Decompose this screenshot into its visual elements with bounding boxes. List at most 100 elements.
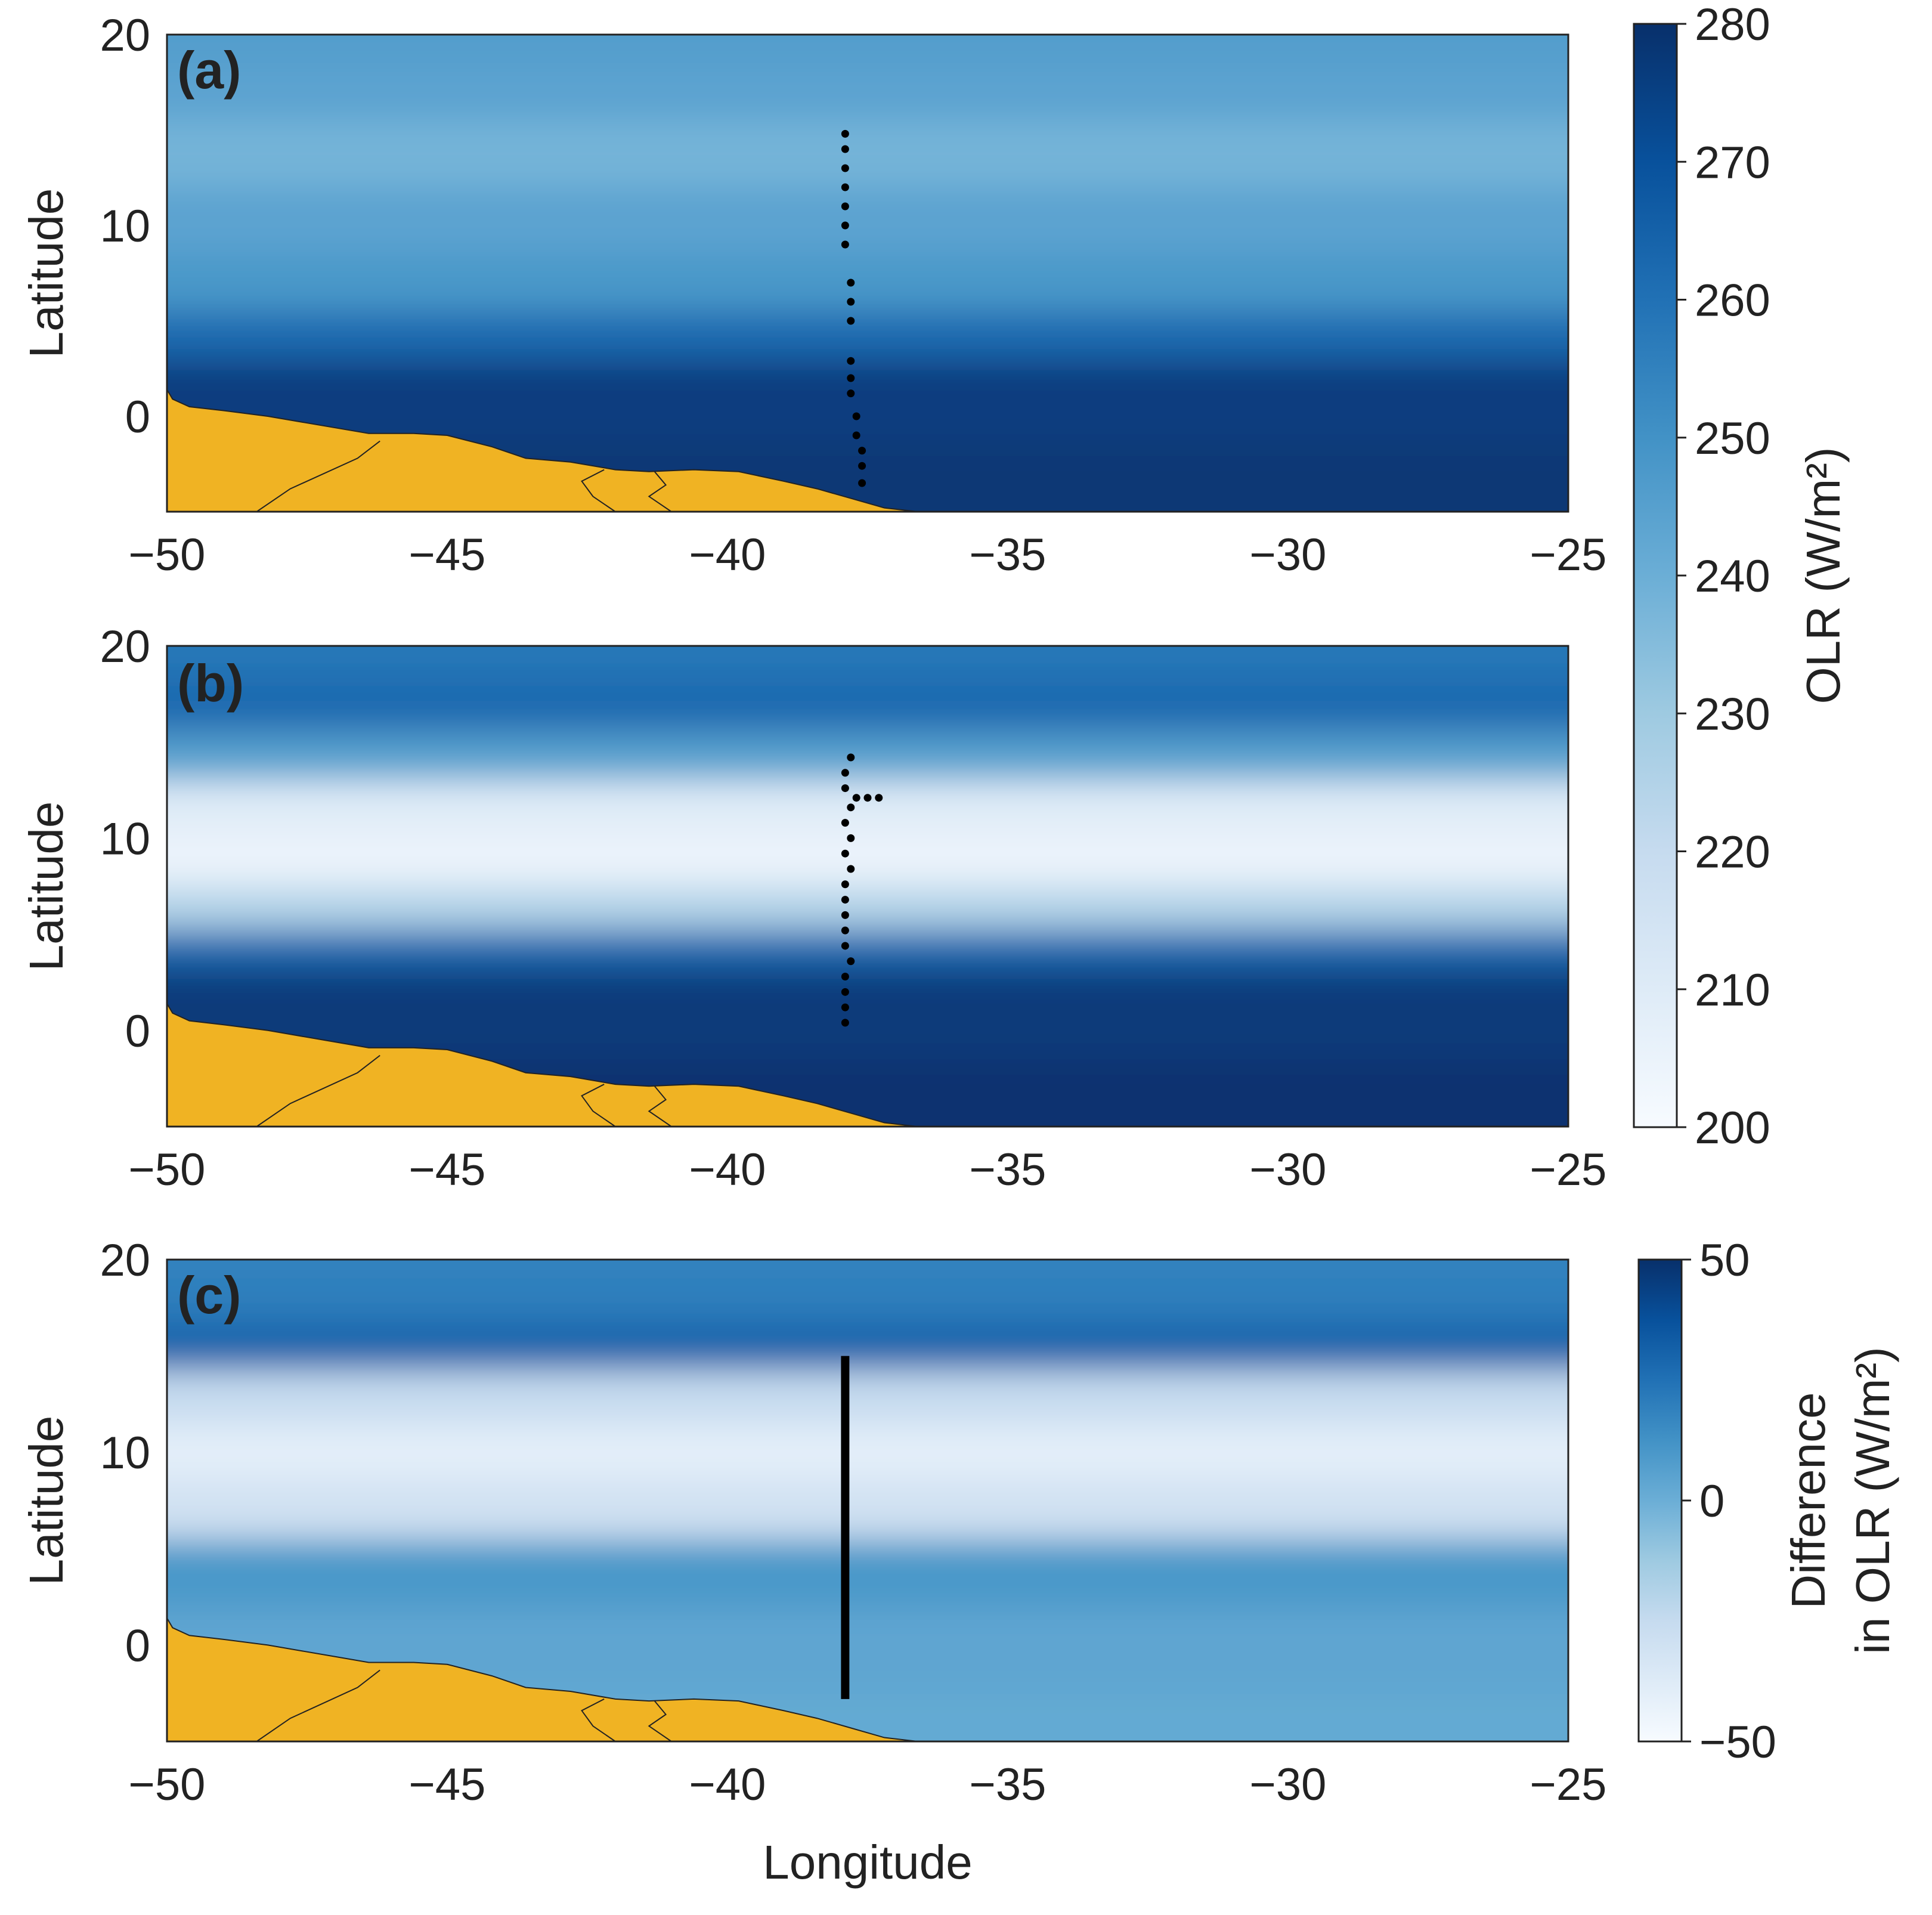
track-point	[847, 389, 855, 398]
track-point	[841, 942, 849, 950]
yticks-a: 20 10 0	[100, 10, 150, 443]
heatmap-b-bands	[167, 646, 1568, 1127]
track-point	[841, 129, 849, 138]
heatmap-band	[167, 828, 1568, 886]
colorbar-tick-label: 230	[1695, 689, 1770, 740]
heatmap-a-bands	[167, 35, 1568, 512]
colorbar-diff-bar	[1637, 1258, 1683, 1743]
heatmap-band	[167, 646, 1568, 675]
heatmap-b	[167, 646, 1568, 1127]
land-c	[167, 1617, 919, 1741]
panel-a: (a) Latitude −50 −45 −40 −35 −30 −25 20 10 0	[20, 10, 1607, 580]
y-tick-label: 20	[100, 10, 150, 61]
x-tick-label: −40	[689, 530, 766, 580]
x-tick-label: −40	[689, 1144, 766, 1195]
heatmap-band	[167, 254, 1568, 311]
heatmap-band	[167, 35, 1568, 63]
track-point	[841, 784, 849, 793]
x-tick-label: −35	[970, 530, 1046, 580]
track-point	[841, 221, 849, 230]
track-point	[841, 973, 849, 981]
colorbar-tick-label: 240	[1695, 551, 1770, 602]
border-c	[256, 1669, 672, 1741]
heatmap-band	[167, 929, 1568, 969]
track-point	[858, 479, 866, 487]
track-point	[841, 896, 849, 904]
x-tick-label: −45	[409, 1144, 486, 1195]
y-tick-label: 10	[100, 1428, 150, 1478]
track-point	[847, 834, 855, 842]
y-tick-label: 0	[125, 1006, 150, 1057]
colorbar-olr: 280 270 260 250 240 230 220 210 200 OLR (W/m²)	[1633, 0, 1850, 1153]
colorbar-tick-label: 220	[1695, 827, 1770, 878]
colorbar-diff-label-1: Difference	[1782, 1392, 1835, 1608]
x-tick-label: −50	[129, 1144, 206, 1195]
xticks-c: −50 −45 −40 −35 −30 −25	[129, 1759, 1607, 1810]
panel-c: (c) Latitude −50 −45 −40 −35 −30 −25 20 10 0 Lo…	[20, 1235, 1607, 1889]
colorbar-tick-label: 280	[1695, 0, 1770, 50]
track-point	[847, 317, 855, 325]
track-point	[847, 279, 855, 287]
y-tick-label: 0	[125, 1620, 150, 1671]
track-point	[841, 769, 849, 777]
yticks-b: 20 10 0	[100, 621, 150, 1057]
heatmap-band	[167, 1370, 1568, 1424]
colorbar-tick-label: 260	[1695, 276, 1770, 326]
colorbar-olr-ticks: 280 270 260 250 240 230 220 210 200	[1677, 0, 1770, 1153]
heatmap-band	[167, 732, 1568, 781]
colorbar-tick-label: 0	[1699, 1476, 1724, 1527]
x-tick-label: −30	[1250, 1144, 1327, 1195]
heatmap-band	[167, 63, 1568, 120]
xlabel-c: Longitude	[763, 1836, 972, 1889]
track-point	[875, 794, 883, 802]
x-tick-label: −35	[970, 1144, 1046, 1195]
ylabel-c: Latitude	[20, 1416, 73, 1586]
ylabel-b: Latitude	[20, 802, 73, 972]
x-tick-label: −35	[970, 1759, 1046, 1810]
heatmap-band	[167, 1423, 1568, 1481]
track-point	[847, 865, 855, 873]
track-point	[847, 803, 855, 812]
border-a	[256, 440, 672, 512]
colorbar-tick-label: 250	[1695, 413, 1770, 464]
track-point	[847, 753, 855, 762]
xticks-a: −50 −45 −40 −35 −30 −25	[129, 530, 1607, 580]
track-point	[841, 911, 849, 919]
track-point	[852, 431, 860, 440]
track-point	[847, 357, 855, 365]
y-tick-label: 10	[100, 201, 150, 252]
track-point	[863, 794, 872, 802]
land-b	[167, 1003, 919, 1127]
heatmap-band	[167, 1279, 1568, 1323]
track-point	[852, 794, 860, 802]
ylabel-a: Latitude	[20, 188, 73, 358]
track-point	[841, 1019, 849, 1027]
x-tick-label: −25	[1530, 1144, 1607, 1195]
colorbar-tick-label: 270	[1695, 137, 1770, 188]
colorbar-tick-label: 200	[1695, 1103, 1770, 1153]
y-tick-label: 20	[100, 1235, 150, 1286]
y-tick-label: 20	[100, 621, 150, 672]
track-point	[841, 988, 849, 996]
y-tick-label: 0	[125, 392, 150, 443]
x-tick-label: −25	[1530, 530, 1607, 580]
track-point	[841, 202, 849, 211]
x-tick-label: −50	[129, 530, 206, 580]
heatmap-band	[167, 311, 1568, 359]
heatmap-band	[167, 1539, 1568, 1607]
x-tick-label: −45	[409, 1759, 486, 1810]
axes-frame-b	[166, 645, 1569, 1128]
land-a	[167, 389, 919, 512]
colorbar-diff-label-2: in OLR (W/m²)	[1846, 1347, 1899, 1654]
heatmap-band	[167, 1260, 1568, 1279]
heatmap-band	[167, 359, 1568, 445]
heatmap-c	[167, 1260, 1568, 1741]
track-point	[841, 240, 849, 249]
heatmap-a	[167, 35, 1568, 512]
colorbar-olr-label: OLR (W/m²)	[1797, 447, 1850, 704]
track-point	[852, 412, 860, 420]
panel-b: (b) Latitude −50 −45 −40 −35 −30 −25 20 10 0	[20, 621, 1607, 1195]
track-a	[841, 129, 866, 487]
axes-frame-c	[166, 1258, 1569, 1743]
